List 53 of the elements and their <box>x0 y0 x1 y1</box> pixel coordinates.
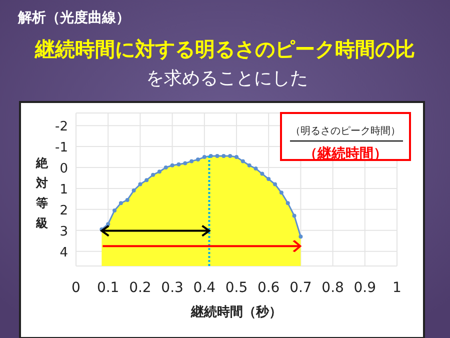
point <box>228 154 232 158</box>
point <box>151 172 156 177</box>
point <box>279 190 284 195</box>
point <box>125 198 130 202</box>
chart-title: 解析（光度曲線） <box>17 9 130 26</box>
text: を求めることにした <box>146 68 308 89</box>
y-tick-label: 1 <box>60 182 68 198</box>
x-tick-label: 0.6 <box>257 280 280 296</box>
point <box>132 188 136 193</box>
point <box>144 178 149 182</box>
x-tick-label: 1 <box>392 280 402 296</box>
point <box>222 154 226 158</box>
x-tick-label: 0.4 <box>193 280 216 296</box>
x-tick-label: 0.8 <box>322 280 344 296</box>
point <box>138 182 142 186</box>
point <box>190 159 194 164</box>
x-tick-label: 0.3 <box>161 280 184 296</box>
point <box>183 161 188 166</box>
y-tick-label: 2 <box>60 203 68 218</box>
x-axis-title: 継続時間（秒） <box>190 305 282 320</box>
point <box>215 154 220 158</box>
point <box>260 172 264 176</box>
point <box>286 201 290 206</box>
point <box>247 163 252 168</box>
point <box>273 182 278 186</box>
point <box>118 201 123 206</box>
point <box>157 170 162 174</box>
point <box>254 166 258 171</box>
y-tick-label: 3 <box>60 224 68 240</box>
point <box>266 177 271 182</box>
point <box>176 162 181 166</box>
chart-subtitle: 継続時間に対する明るさのピーク時間の比 <box>34 37 415 61</box>
point <box>112 208 117 212</box>
x-tick-label: 0.2 <box>129 280 152 296</box>
y-axis-title: 絶対等級 <box>35 156 49 230</box>
x-tick-label: 0.7 <box>290 280 312 296</box>
x-tick-label: 0 <box>72 280 80 296</box>
point <box>170 163 174 168</box>
x-tick-label: 0.5 <box>225 280 248 296</box>
point <box>292 214 296 218</box>
y-tick-label: -1 <box>55 140 68 156</box>
point <box>164 165 168 170</box>
point <box>196 158 200 162</box>
point <box>202 155 206 160</box>
point <box>234 155 238 160</box>
y-tick-label: 4 <box>60 245 68 260</box>
y-tick-label: -2 <box>55 120 68 135</box>
y-tick-label: 0 <box>60 161 68 176</box>
point <box>240 159 245 164</box>
point <box>298 234 303 239</box>
annotation: （明るさのピーク時間） <box>290 125 400 137</box>
x-tick-label: 0.1 <box>96 280 120 296</box>
x-tick-label: 0.9 <box>354 280 376 296</box>
